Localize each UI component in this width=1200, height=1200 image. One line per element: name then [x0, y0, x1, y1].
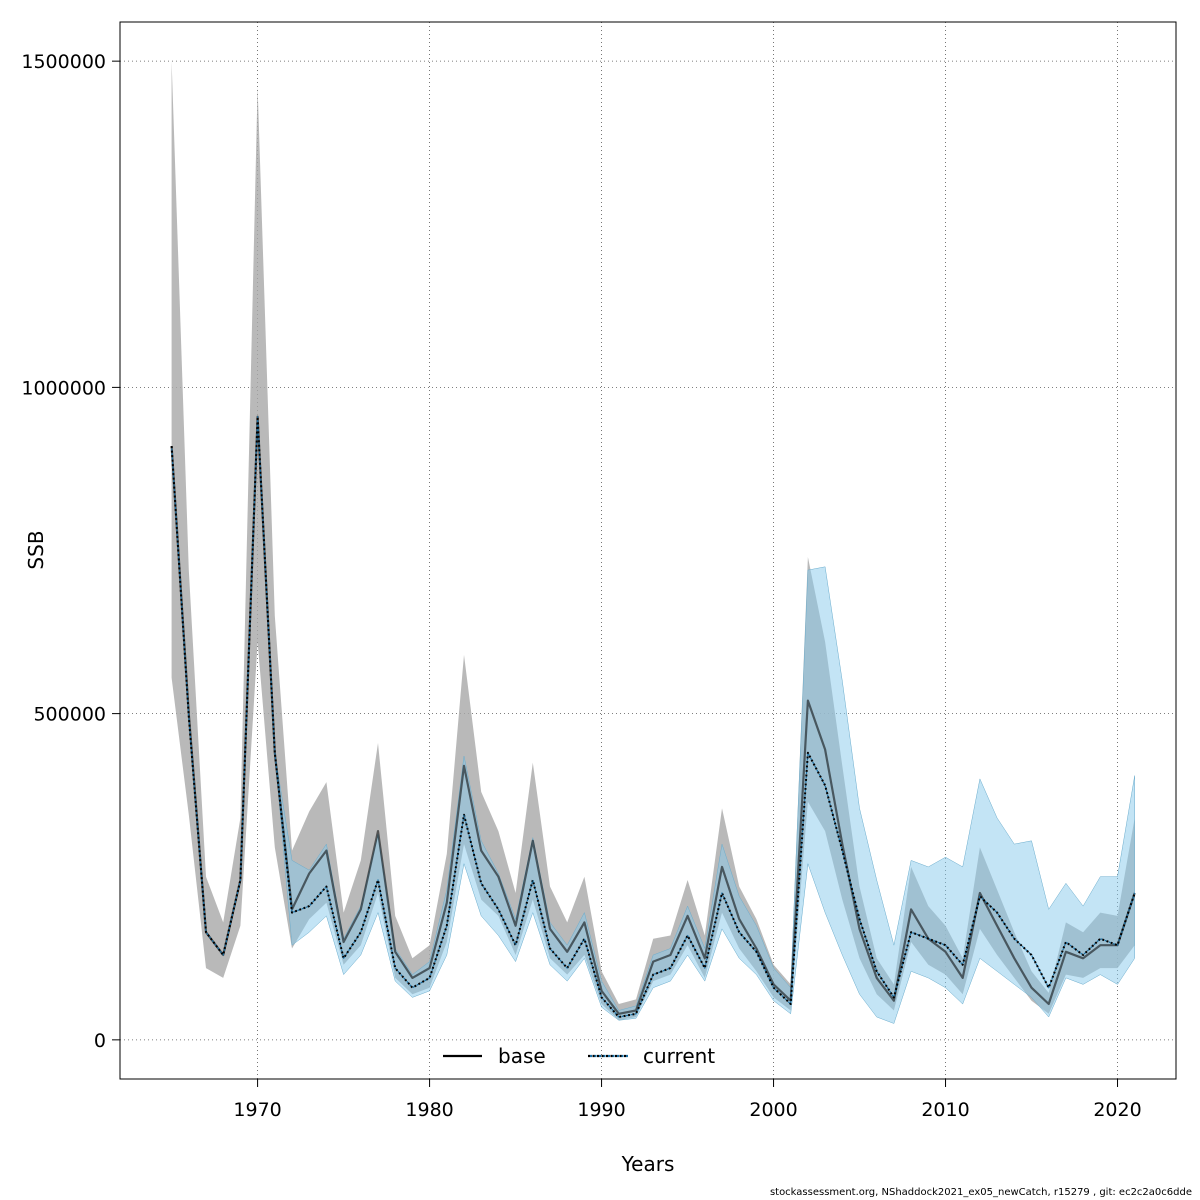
x-tick-label: 1980	[405, 1099, 453, 1121]
footer-credit: stockassessment.org, NShaddock2021_ex05_…	[769, 1187, 1192, 1198]
series-lines	[170, 415, 1136, 1018]
x-tick-label: 1970	[233, 1099, 281, 1121]
x-tick-label: 2020	[1093, 1099, 1141, 1121]
x-tick-label: 2000	[749, 1099, 797, 1121]
legend-label-base: base	[498, 1044, 546, 1068]
y-axis-title: SSB	[24, 530, 48, 569]
x-tick-label: 2010	[921, 1099, 969, 1121]
y-axis: 0 500000 1000000 1500000	[21, 51, 120, 1052]
y-tick-label: 500000	[33, 704, 106, 726]
legend-label-current: current	[643, 1044, 715, 1068]
legend: base current	[443, 1044, 715, 1068]
line-current	[171, 416, 1136, 1018]
confidence-bands	[171, 61, 1135, 1024]
x-axis-title: Years	[621, 1152, 675, 1176]
x-tick-label: 1990	[577, 1099, 625, 1121]
y-tick-label: 1500000	[21, 51, 106, 73]
line-current-shadow	[170, 415, 1136, 1018]
band-current	[171, 416, 1135, 1024]
y-tick-label: 0	[94, 1030, 106, 1052]
plot-frame	[119, 21, 1177, 1080]
y-tick-label: 1000000	[21, 377, 106, 399]
x-axis: 1970 1980 1990 2000 2010 2020	[233, 1079, 1142, 1121]
grid	[120, 22, 1176, 1079]
